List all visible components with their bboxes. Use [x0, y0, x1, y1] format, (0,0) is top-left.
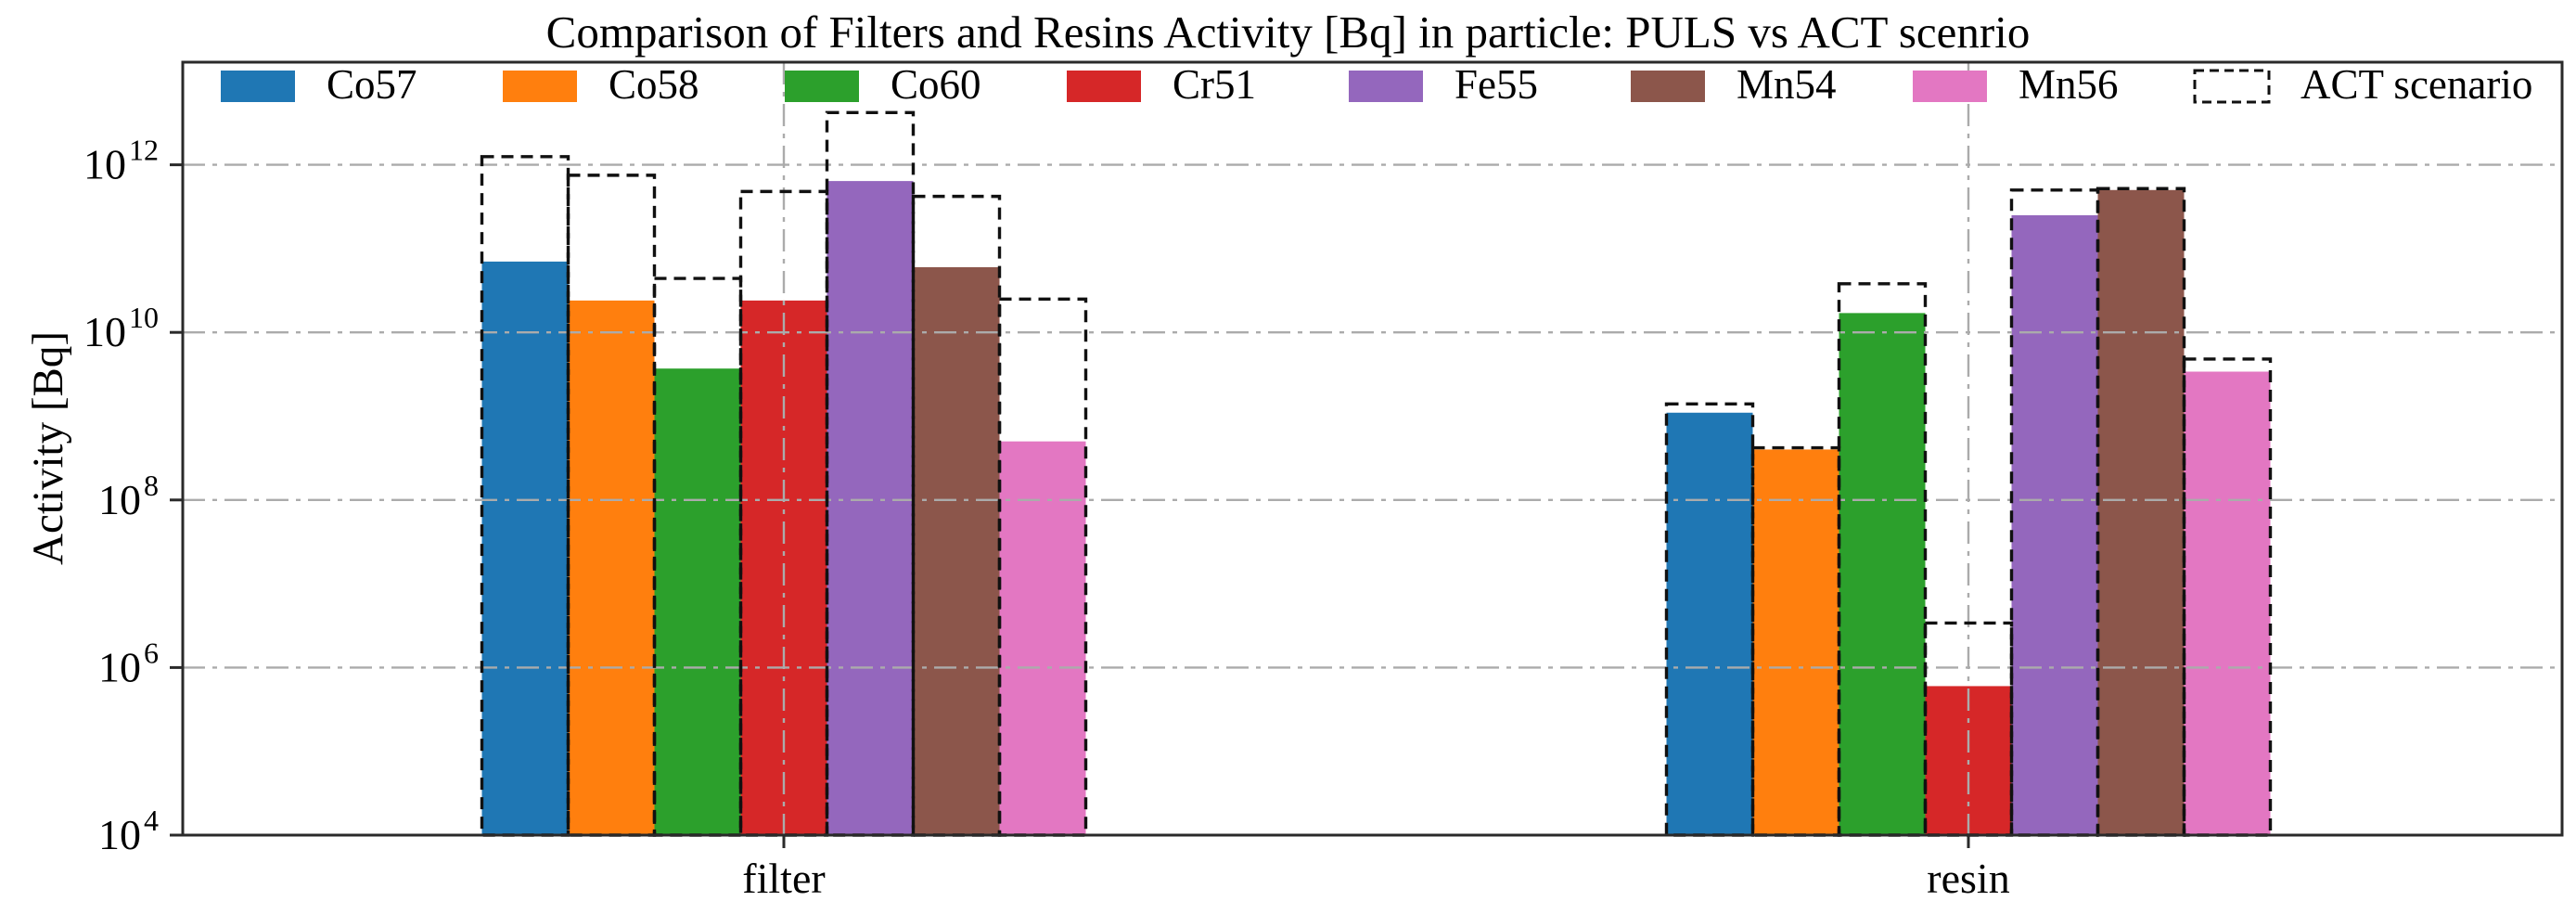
- legend-label-Fe55: Fe55: [1455, 61, 1538, 108]
- legend-swatch-Co58: [503, 71, 577, 102]
- y-tick-label-10^12: 1012: [83, 134, 159, 188]
- legend-label-Cr51: Cr51: [1173, 61, 1256, 108]
- bar-puls-Co60-resin: [1839, 313, 1926, 835]
- y-tick-label-10^10: 1010: [83, 301, 159, 355]
- y-tick-label-10^6: 106: [98, 636, 159, 690]
- legend-item-Co58: Co58: [503, 61, 699, 108]
- bar-puls-Co57-filter: [481, 261, 569, 835]
- legend-swatch-Cr51: [1067, 71, 1141, 102]
- bar-puls-Fe55-filter: [827, 181, 914, 836]
- bar-act-Fe55-filter: [825, 110, 916, 837]
- legend-swatch-act-scenario: [2193, 69, 2271, 104]
- bar-puls-Fe55-resin: [2011, 214, 2098, 836]
- bar-act-Co60-resin: [1837, 282, 1928, 837]
- x-tick-label-filter: filter: [742, 855, 825, 901]
- x-tick-label-resin: resin: [1927, 855, 2009, 901]
- legend-item-Co60: Co60: [785, 61, 981, 108]
- legend-item-Mn54: Mn54: [1631, 61, 1837, 108]
- y-tick-label-10^4: 104: [98, 804, 159, 858]
- legend-swatch-Mn54: [1631, 71, 1705, 102]
- legend-item-Cr51: Cr51: [1067, 61, 1256, 108]
- legend-item-Co57: Co57: [221, 61, 417, 108]
- bar-act-Co57-resin: [1664, 402, 1755, 837]
- legend-label-Co58: Co58: [609, 61, 699, 108]
- bar-puls-Mn54-filter: [913, 266, 1000, 835]
- legend-label-Mn56: Mn56: [2019, 61, 2119, 108]
- legend-item-Fe55: Fe55: [1349, 61, 1538, 108]
- legend-label-act-scenario: ACT scenario: [2300, 61, 2532, 108]
- y-tick-label-10^8: 108: [98, 469, 159, 523]
- bar-puls-Co57-resin: [1666, 412, 1753, 835]
- axes-frame: [181, 60, 2564, 837]
- bar-act-Mn54-resin: [2095, 187, 2186, 837]
- bar-puls-Co58-resin: [1752, 449, 1839, 835]
- legend-label-Co60: Co60: [891, 61, 981, 108]
- bar-puls-Co60-filter: [654, 368, 741, 835]
- legend-swatch-Co57: [221, 71, 295, 102]
- bar-act-Cr51-filter: [738, 189, 829, 837]
- bar-puls-Mn56-filter: [999, 441, 1086, 835]
- legend-swatch-Mn56: [1913, 71, 1987, 102]
- bar-puls-Mn56-resin: [2184, 371, 2271, 835]
- legend-label-Co57: Co57: [327, 61, 417, 108]
- bar-puls-Mn54-resin: [2097, 189, 2185, 835]
- chart-title: Comparison of Filters and Resins Activit…: [545, 6, 2031, 58]
- legend-swatch-Fe55: [1349, 71, 1423, 102]
- legend-item-act-scenario: ACT scenario: [2193, 61, 2532, 108]
- legend-item-Mn56: Mn56: [1913, 61, 2119, 108]
- legend-swatch-Co60: [785, 71, 859, 102]
- bar-puls-Co58-filter: [568, 300, 655, 835]
- bar-act-Fe55-resin: [2009, 188, 2100, 837]
- legend-label-Mn54: Mn54: [1737, 61, 1837, 108]
